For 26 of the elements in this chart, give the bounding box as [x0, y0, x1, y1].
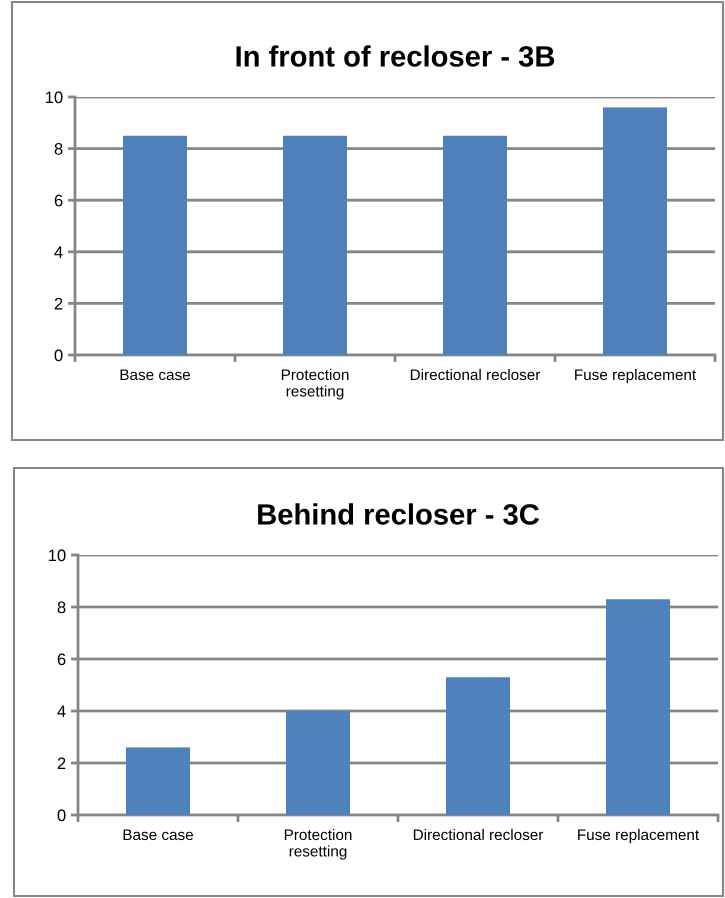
y-tick-label: 2 — [58, 757, 66, 770]
x-tick-label: Base case — [124, 829, 193, 840]
chart-title: In front of recloser - 3B — [236, 45, 554, 67]
x-tick-label: Fuse replacement — [578, 828, 700, 844]
x-tick-label: Protection resetting — [282, 368, 348, 400]
x-tick-label: Directional recloser — [410, 368, 540, 380]
bar — [286, 711, 350, 815]
chart-title: Behind recloser - 3C — [258, 503, 540, 525]
y-tick-label: 6 — [54, 194, 62, 206]
bar — [126, 747, 190, 815]
x-tick-label: Protection resetting — [284, 828, 352, 860]
bar — [446, 677, 510, 815]
y-tick-label: 8 — [54, 143, 62, 155]
x-tick-label: Base case — [120, 369, 190, 380]
y-tick-label: 4 — [54, 246, 63, 258]
y-tick-label: 10 — [48, 549, 66, 562]
y-tick-label: 0 — [54, 349, 63, 362]
x-tick-label: Directional recloser — [414, 828, 544, 840]
y-tick-label: 2 — [54, 298, 62, 310]
y-tick-label: 4 — [57, 706, 66, 718]
y-tick-label: 10 — [46, 91, 63, 104]
bar — [606, 599, 670, 815]
x-tick-label: Fuse replacement — [575, 368, 696, 384]
y-tick-label: 6 — [58, 653, 66, 666]
y-tick-label: 8 — [58, 601, 66, 614]
y-tick-label: 0 — [58, 809, 66, 822]
